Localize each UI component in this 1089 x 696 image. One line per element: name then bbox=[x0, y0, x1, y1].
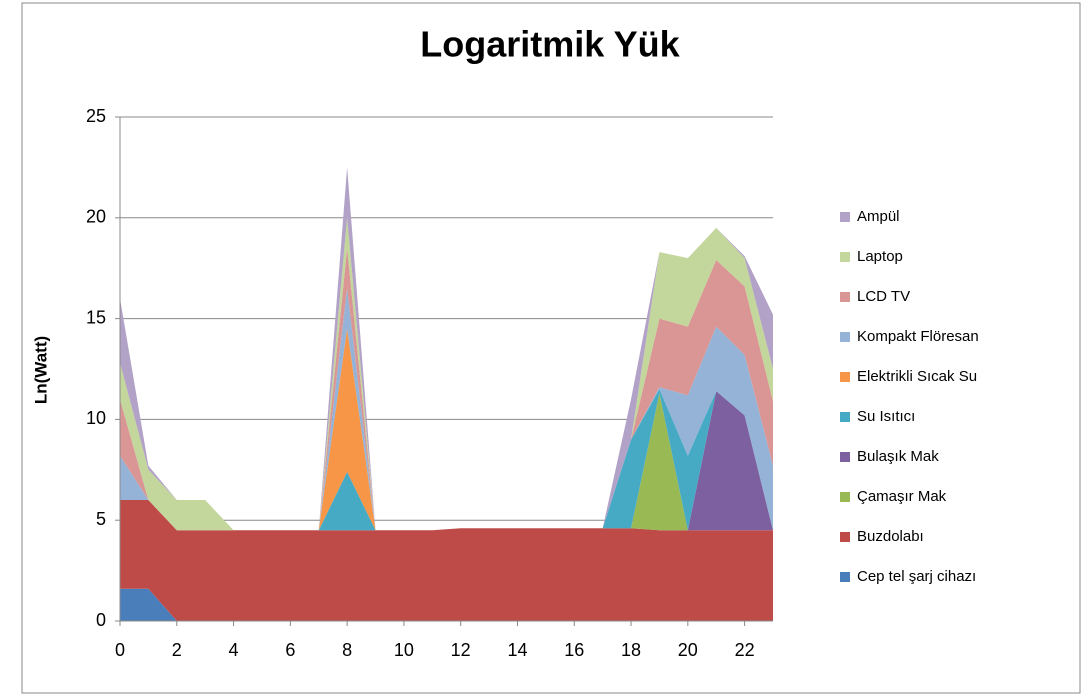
legend-swatch bbox=[840, 292, 850, 302]
y-tick-label: 25 bbox=[86, 106, 106, 126]
legend-label: Buzdolabı bbox=[857, 528, 924, 545]
x-tick-label: 18 bbox=[621, 640, 641, 660]
legend-swatch bbox=[840, 572, 850, 582]
x-tick-label: 6 bbox=[285, 640, 295, 660]
y-tick-label: 5 bbox=[96, 509, 106, 529]
x-tick-label: 14 bbox=[507, 640, 527, 660]
y-tick-label: 20 bbox=[86, 207, 106, 227]
x-tick-label: 20 bbox=[678, 640, 698, 660]
legend-swatch bbox=[840, 332, 850, 342]
area bbox=[120, 167, 773, 531]
x-tick-label: 22 bbox=[735, 640, 755, 660]
legend-label: Ampül bbox=[857, 208, 900, 225]
area bbox=[120, 391, 773, 531]
area bbox=[120, 389, 773, 531]
area bbox=[120, 217, 773, 531]
chart-title: Logaritmik Yük bbox=[420, 24, 680, 65]
x-tick-label: 12 bbox=[451, 640, 471, 660]
legend-label: Su Isıtıcı bbox=[857, 408, 915, 425]
legend-swatch bbox=[840, 212, 850, 222]
legend-swatch bbox=[840, 452, 850, 462]
x-tick-label: 8 bbox=[342, 640, 352, 660]
y-axis-label: Ln(Watt) bbox=[31, 336, 50, 404]
legend-swatch bbox=[840, 492, 850, 502]
legend-swatch bbox=[840, 532, 850, 542]
legend-label: Çamaşır Mak bbox=[857, 488, 947, 505]
x-tick-label: 10 bbox=[394, 640, 414, 660]
legend-label: Elektrikli Sıcak Su bbox=[857, 368, 977, 385]
legend-label: Kompakt Flöresan bbox=[857, 328, 979, 345]
y-tick-label: 0 bbox=[96, 610, 106, 630]
x-tick-label: 16 bbox=[564, 640, 584, 660]
y-tick-label: 10 bbox=[86, 408, 106, 428]
legend-swatch bbox=[840, 412, 850, 422]
legend-label: Cep tel şarj cihazı bbox=[857, 568, 976, 585]
x-tick-label: 0 bbox=[115, 640, 125, 660]
legend-swatch bbox=[840, 252, 850, 262]
y-tick-label: 15 bbox=[86, 307, 106, 327]
x-tick-label: 2 bbox=[172, 640, 182, 660]
legend-label: Laptop bbox=[857, 248, 903, 265]
legend-swatch bbox=[840, 372, 850, 382]
legend-label: LCD TV bbox=[857, 288, 910, 305]
x-tick-label: 4 bbox=[229, 640, 239, 660]
area bbox=[120, 500, 773, 621]
legend-label: Bulaşık Mak bbox=[857, 448, 939, 465]
